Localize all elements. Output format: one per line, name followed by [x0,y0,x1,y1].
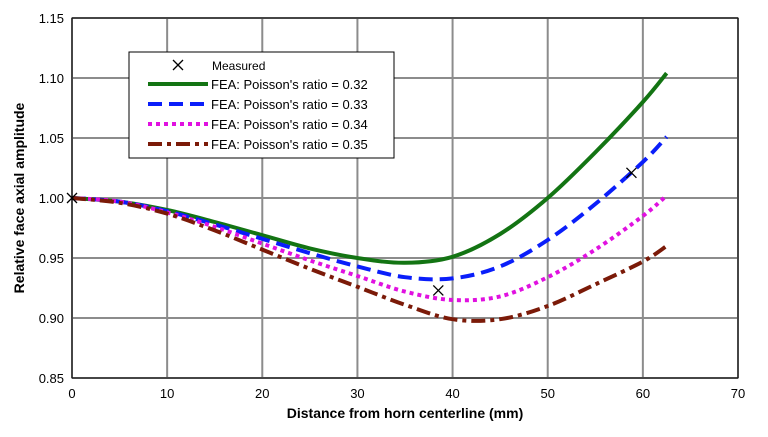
x-tick-label: 60 [636,386,650,401]
legend-label-3: FEA: Poisson's ratio = 0.34 [211,117,368,132]
series-line-3 [71,194,668,303]
y-tick-label: 0.95 [39,251,64,266]
x-marker-icon [172,59,184,71]
y-tick-label: 1.10 [39,71,64,86]
legend: Measured FEA: Poisson's ratio = 0.32 FEA: … [128,51,395,159]
x-marker-icon [625,167,637,179]
y-tick-label: 0.90 [39,311,64,326]
y-tick-label: 1.00 [39,191,64,206]
x-tick-label: 30 [350,386,364,401]
plot-frame [71,17,739,379]
legend-label-measured: Measured [212,59,265,73]
series-line-1 [71,71,669,265]
x-tick-label: 0 [68,386,75,401]
measured-point [432,284,444,296]
x-marker-icon [432,284,444,296]
series-lines [71,71,669,323]
y-tick-label: 1.05 [39,131,64,146]
x-tick-label: 70 [731,386,745,401]
y-tick-label: 1.15 [39,11,64,26]
legend-label-2: FEA: Poisson's ratio = 0.33 [211,97,368,112]
legend-label-1: FEA: Poisson's ratio = 0.32 [211,77,368,92]
y-axis-label: Relative face axial amplitude [11,102,27,293]
series-line-2 [71,135,669,282]
measured-point [625,167,637,179]
tick-labels: 0 10 20 30 40 50 60 70 0.85 0.90 0.95 1.00 1.05 1.10 1… [39,11,746,401]
x-tick-label: 20 [255,386,269,401]
x-axis-label: Distance from horn centerline (mm) [287,405,524,421]
x-tick-label: 50 [540,386,554,401]
legend-measured-marker [172,59,184,71]
measured-markers [66,167,637,296]
x-tick-label: 10 [160,386,174,401]
x-tick-label: 40 [445,386,459,401]
y-tick-label: 0.85 [39,371,64,386]
legend-label-4: FEA: Poisson's ratio = 0.35 [211,137,368,152]
